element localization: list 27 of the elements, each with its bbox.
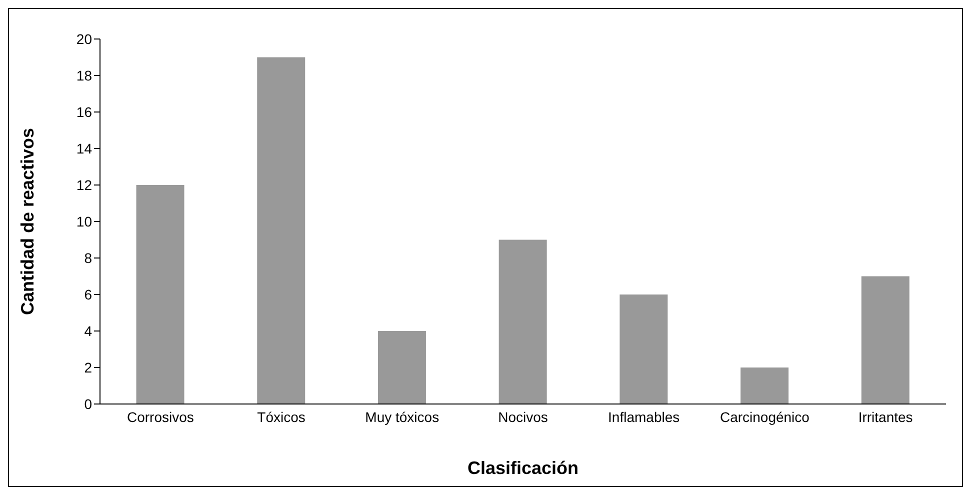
bar	[136, 185, 184, 404]
y-tick-label: 18	[76, 67, 92, 84]
x-tick-label: Nocivos	[498, 408, 548, 425]
y-tick-label: 0	[84, 396, 92, 412]
x-tick-label: Muy tóxicos	[365, 408, 440, 425]
y-tick-label: 8	[84, 250, 92, 266]
x-tick-label: Inflamables	[608, 408, 680, 425]
y-tick-label: 16	[76, 104, 92, 120]
x-axis-title: Clasificación	[467, 458, 579, 478]
bar	[620, 294, 668, 404]
y-tick-label: 14	[76, 140, 92, 156]
y-tick-label: 10	[76, 213, 92, 230]
y-tick-label: 20	[76, 30, 92, 47]
x-tick-label: Tóxicos	[257, 408, 306, 425]
x-tick-label: Carcinogénico	[720, 408, 810, 425]
bar	[740, 368, 789, 404]
bar	[378, 331, 426, 404]
bar	[861, 276, 910, 404]
x-tick-label: Corrosivos	[126, 408, 194, 425]
bar	[257, 57, 306, 404]
x-tick-label: Irritantes	[858, 408, 913, 425]
bar	[498, 240, 547, 404]
y-tick-label: 6	[84, 286, 92, 302]
y-tick-label: 4	[84, 322, 92, 339]
y-tick-label: 12	[76, 176, 92, 193]
y-tick-label: 2	[84, 359, 92, 376]
y-axis-title: Cantidad de reactivos	[17, 128, 38, 316]
